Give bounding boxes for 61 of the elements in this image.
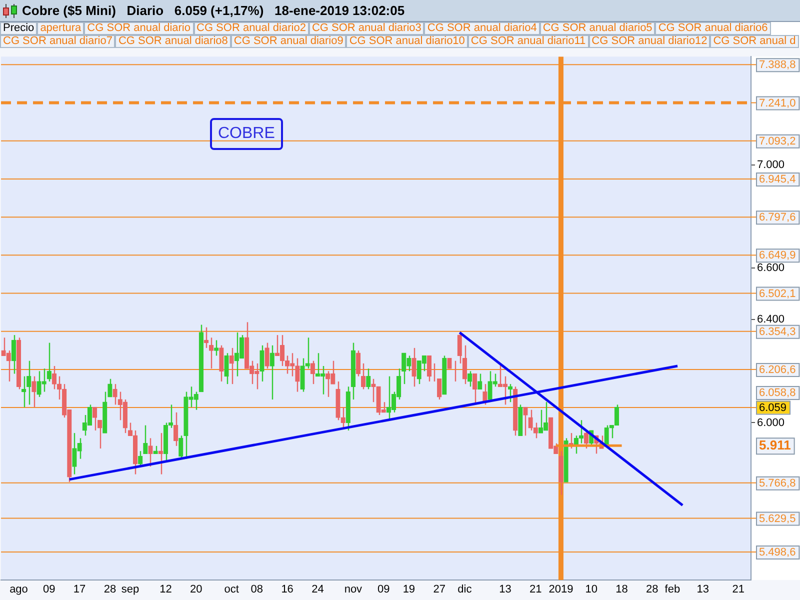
ref-line-label: 6.206,6 (759, 364, 796, 376)
annotation: COBRE (210, 118, 283, 150)
x-tick-label: 08 (250, 584, 264, 596)
x-tick-label: 12 (160, 584, 172, 596)
text: CG SOR anual diario3 (308, 22, 424, 35)
text: CG SOR anual diario7 (0, 35, 116, 48)
x-tick-label: 24 (312, 584, 324, 596)
x-tick-label: 27 (433, 584, 446, 596)
x-tick-label: 20 (190, 584, 202, 596)
text: CG SOR anual diario8 (115, 35, 231, 48)
x-tick-label: ago (10, 584, 28, 596)
x-tick-label: 28 (104, 584, 116, 596)
text: apertura (37, 22, 84, 35)
text: CG SOR anual diario2 (194, 22, 309, 35)
text: CG SOR anual diario5 (540, 22, 656, 35)
ref-line-label: 5.766,8 (759, 477, 796, 490)
x-tick-label: 28 (646, 584, 658, 596)
ref-line-label: 7.093,2 (759, 135, 796, 148)
ref-line-label: 7.388,8 (759, 59, 796, 72)
x-tick-label: 09 (377, 584, 390, 596)
text: CG SOR anual diario (84, 22, 194, 35)
ref-line-label: 5.498,6 (759, 546, 796, 559)
x-tick-label: 10 (585, 584, 598, 596)
text: Precio (0, 22, 38, 35)
text: CG SOR anual diario12 (588, 35, 710, 48)
x-tick-label: 13 (696, 584, 709, 596)
x-tick-label: 16 (281, 584, 294, 596)
x-tick-label: dic (458, 584, 472, 596)
text: CG SOR anual d (710, 35, 799, 48)
ref-line-label: 6.649,9 (759, 250, 796, 262)
x-tick-label: 18 (616, 584, 628, 596)
ref-line-label: 5.629,5 (759, 512, 796, 525)
x-tick-label: 21 (732, 584, 744, 596)
x-tick-label: feb (664, 584, 680, 596)
chart-title: Cobre ($5 Mini) Diario 6.059 (+1,17%) 18-ene-2019 13:02:05 (22, 3, 405, 18)
text: 5.911 (759, 438, 791, 453)
x-tick-label: nov (344, 584, 363, 596)
text: CG SOR anual diario10 (346, 35, 468, 48)
ref-line-label: 7.241,0 (759, 97, 796, 110)
x-tick-label: 21 (530, 584, 542, 596)
text: CG SOR anual diario9 (230, 35, 346, 48)
text: CG SOR anual diario4 (424, 22, 540, 35)
x-tick-label: oct (224, 584, 239, 596)
x-tick-label: 17 (73, 584, 86, 596)
ref-line-label: 6.945,4 (759, 174, 796, 186)
text: CG SOR anual diario6 (655, 22, 771, 35)
ref-line-label: 6.797,6 (759, 212, 796, 224)
y-tick-label: 6.600 (757, 262, 785, 274)
y-tick-label: 7.000 (757, 158, 785, 171)
ref-line-label: 6.354,3 (759, 326, 796, 338)
y-tick-label: 6.000 (757, 416, 785, 429)
x-tick-label: sep (121, 584, 140, 596)
ref-line-label: 6.502,1 (759, 288, 796, 300)
text: CG SOR anual diario11 (468, 35, 589, 48)
x-tick-label: 09 (43, 584, 56, 596)
y-tick-label: 6.400 (757, 314, 785, 326)
text: 6.059 (759, 402, 787, 414)
x-tick-label: 13 (499, 584, 512, 596)
x-tick-label: 2019 (548, 584, 574, 596)
ref-line-label: 6.058,8 (759, 387, 796, 400)
x-tick-label: 19 (402, 584, 416, 596)
